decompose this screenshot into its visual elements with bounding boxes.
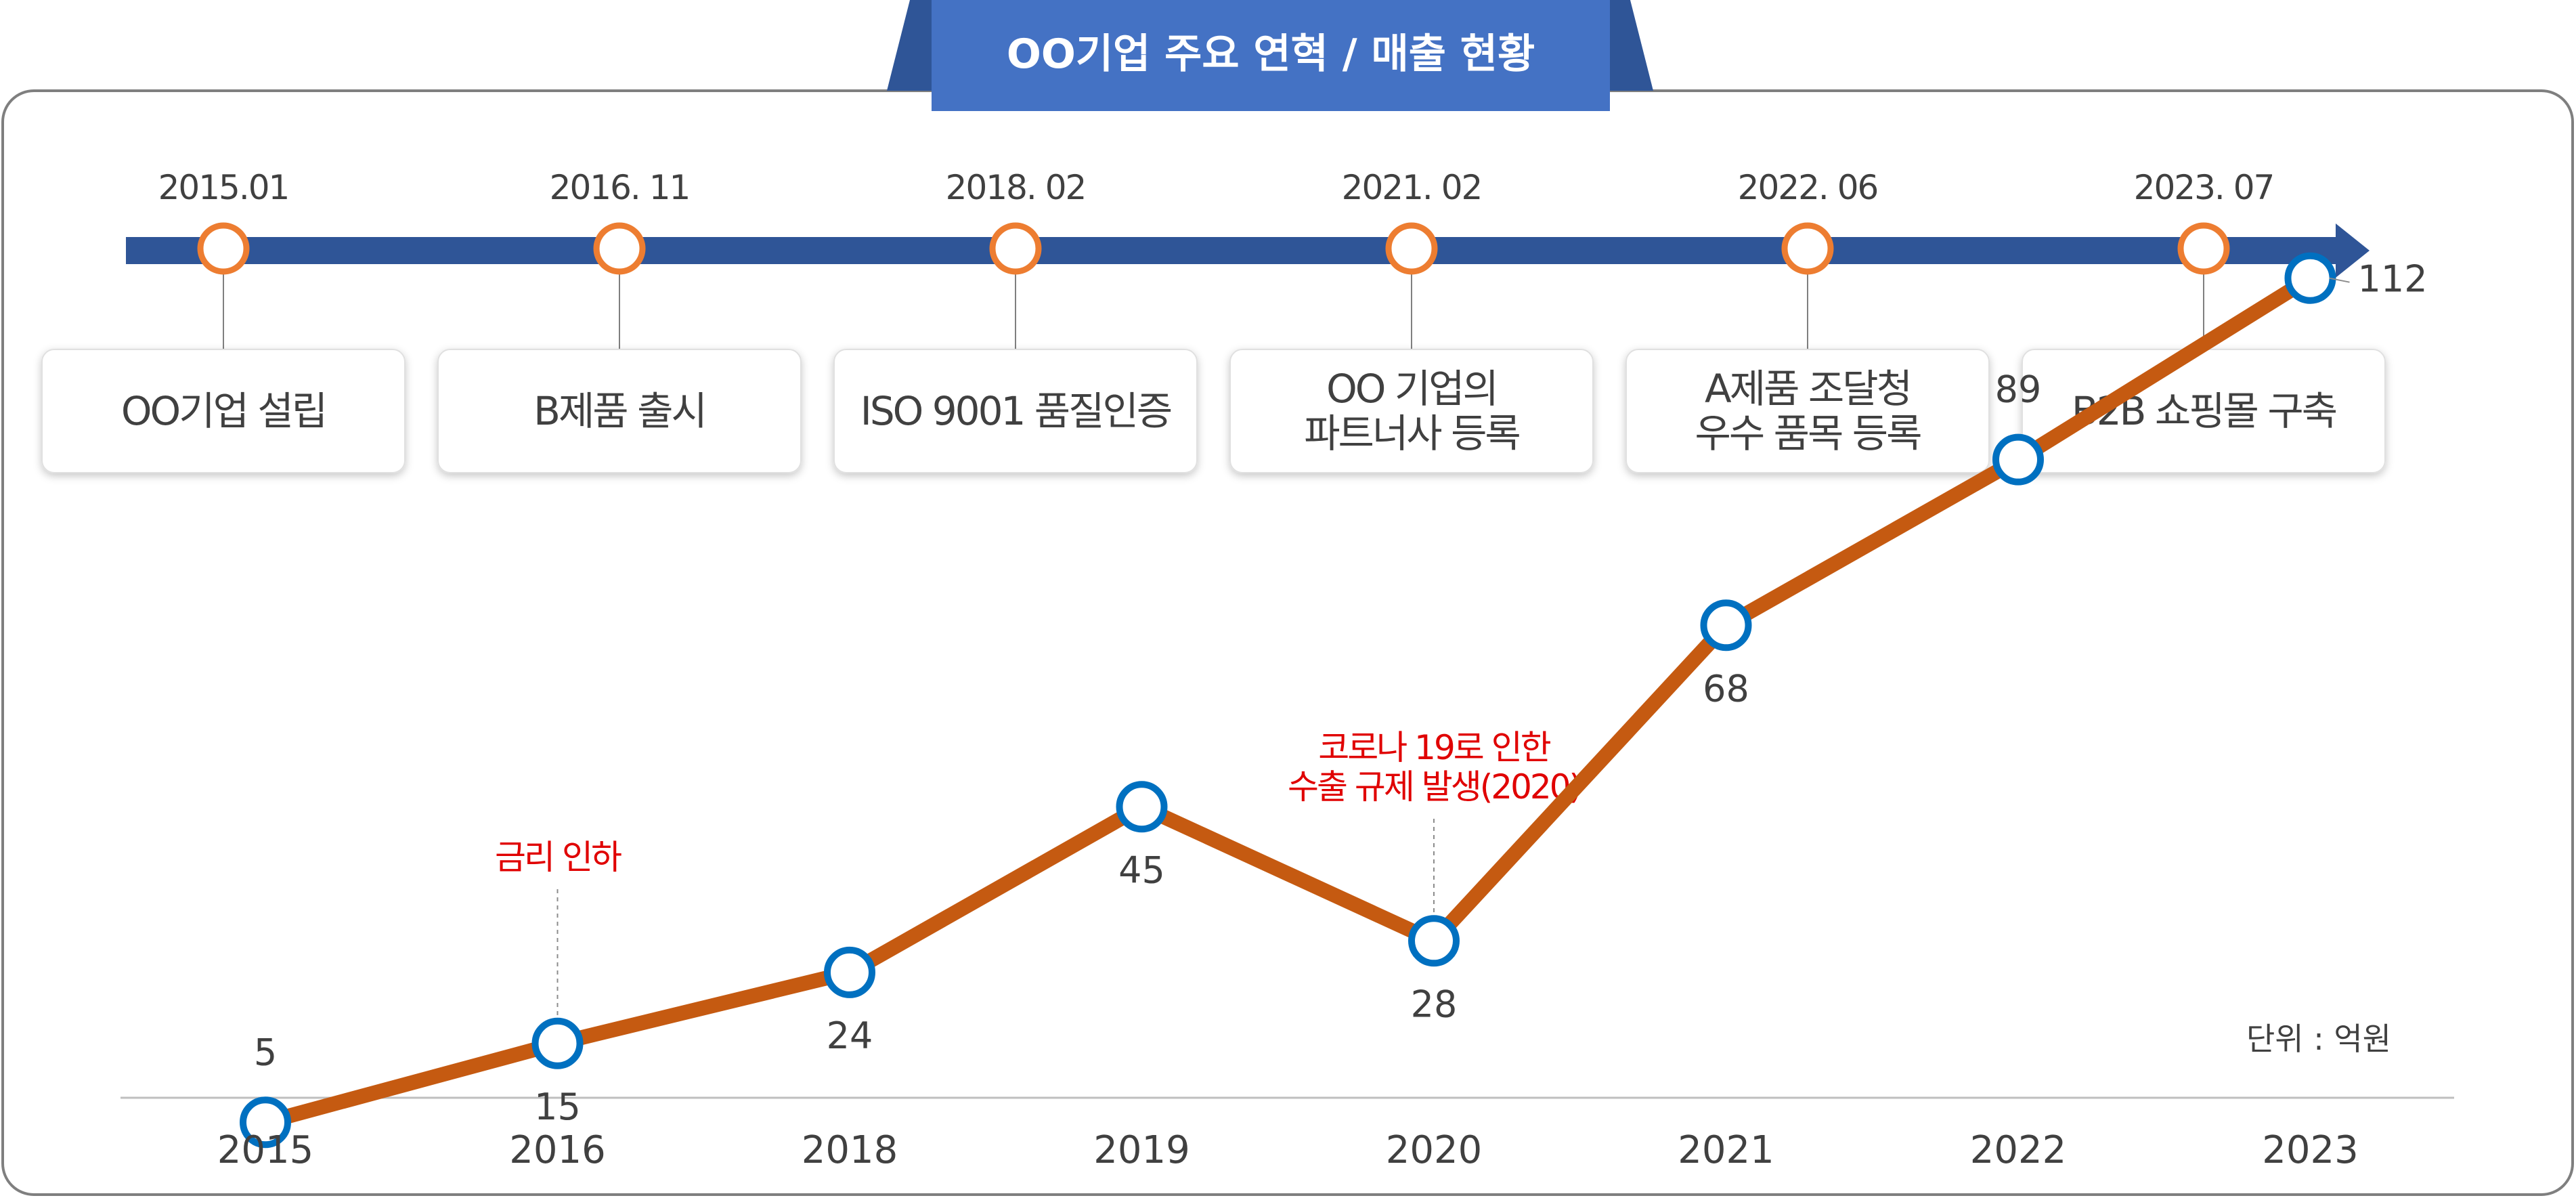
annotation-text: 금리 인하 bbox=[495, 838, 621, 877]
milestone-marker bbox=[593, 222, 646, 275]
milestone-label: OO기업 설립 bbox=[121, 388, 326, 434]
x-tick-label: 2015 bbox=[217, 1128, 314, 1172]
data-label: 15 bbox=[534, 1086, 581, 1128]
annotation-text: 코로나 19로 인한 bbox=[1318, 728, 1550, 767]
annotation-text: 수출 규제 발생(2020) bbox=[1288, 767, 1580, 807]
x-tick-label: 2023 bbox=[2262, 1128, 2359, 1172]
title-tab-left-wing bbox=[887, 0, 932, 91]
milestone-date: 2015.01 bbox=[158, 168, 289, 207]
data-point bbox=[1700, 599, 1752, 651]
sales-line bbox=[258, 270, 2318, 1130]
x-tick-label: 2020 bbox=[1386, 1128, 1483, 1172]
milestone-date: 2016. 11 bbox=[550, 168, 690, 207]
x-tick-label: 2022 bbox=[1970, 1128, 2067, 1172]
milestone-label: ISO 9001 품질인증 bbox=[860, 388, 1171, 434]
data-point bbox=[1992, 433, 2044, 486]
unit-label: 단위 : 억원 bbox=[2246, 1021, 2391, 1057]
milestone-date: 2023. 07 bbox=[2134, 168, 2274, 207]
data-label: 24 bbox=[827, 1014, 873, 1057]
milestone-marker bbox=[1385, 222, 1438, 275]
milestone-marker bbox=[197, 222, 250, 275]
data-label-leader bbox=[2329, 277, 2350, 283]
milestone: 2018. 02 ISO 9001 품질인증 bbox=[833, 168, 1198, 473]
milestone-date: 2022. 06 bbox=[1738, 168, 1878, 207]
annotation: 금리 인하 bbox=[495, 838, 624, 1023]
x-tick-label: 2018 bbox=[802, 1128, 898, 1172]
data-label: 45 bbox=[1118, 849, 1165, 891]
page-title: OO기업 주요 연혁 / 매출 현황 bbox=[1007, 30, 1535, 78]
milestone-date: 2018. 02 bbox=[946, 168, 1086, 207]
data-label: 89 bbox=[1995, 368, 2042, 411]
x-tick-label: 2019 bbox=[1093, 1128, 1190, 1172]
milestone-label: 우수 품목 등록 bbox=[1695, 410, 1921, 456]
milestone-card bbox=[41, 349, 406, 473]
milestone-card bbox=[437, 349, 802, 473]
milestone-card bbox=[1625, 349, 1990, 473]
x-tick-label: 2021 bbox=[1678, 1128, 1774, 1172]
data-label: 112 bbox=[2358, 258, 2428, 301]
data-point bbox=[1116, 781, 1168, 833]
milestone-marker bbox=[989, 222, 1042, 275]
milestone-card bbox=[1229, 349, 1594, 473]
milestone-label: B제품 출시 bbox=[533, 388, 705, 434]
data-point bbox=[531, 1017, 584, 1069]
title-tab-body bbox=[932, 0, 1610, 111]
data-point bbox=[2284, 252, 2336, 304]
data-label: 28 bbox=[1411, 983, 1458, 1025]
milestone-label: 파트너사 등록 bbox=[1304, 410, 1519, 456]
milestone-card bbox=[833, 349, 1198, 473]
milestone-date: 2021. 02 bbox=[1342, 168, 1482, 207]
milestone-label: OO 기업의 bbox=[1326, 366, 1497, 412]
milestone-marker bbox=[1781, 222, 1834, 275]
milestone-label: A제품 조달청 bbox=[1705, 366, 1911, 412]
x-tick-label: 2016 bbox=[509, 1128, 606, 1172]
data-point bbox=[824, 946, 875, 998]
title-tab: OO기업 주요 연혁 / 매출 현황 bbox=[887, 0, 1653, 111]
timeline-bar bbox=[126, 237, 2340, 264]
data-label: 5 bbox=[254, 1031, 277, 1073]
data-point bbox=[1408, 915, 1460, 967]
data-point bbox=[240, 1096, 291, 1149]
timeline: 2015.01 OO기업 설립 2016. 11 B제품 출시 2018. 02 ISO … bbox=[41, 168, 2386, 473]
timeline-arrowhead bbox=[2336, 223, 2370, 278]
data-label: 68 bbox=[1703, 667, 1749, 710]
milestone: 2016. 11 B제품 출시 bbox=[437, 168, 802, 473]
title-tab-right-wing bbox=[1610, 0, 1653, 91]
milestone: 2015.01 OO기업 설립 bbox=[41, 168, 406, 473]
milestone-marker bbox=[2177, 222, 2230, 275]
